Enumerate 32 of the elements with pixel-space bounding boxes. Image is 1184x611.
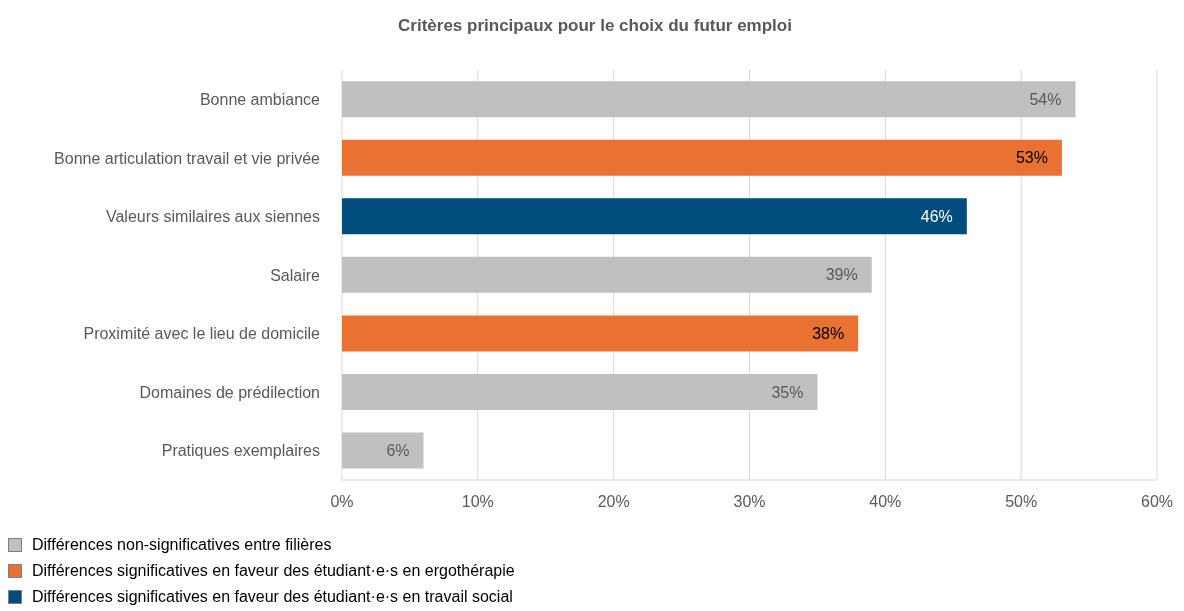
data-label: 39% (825, 266, 858, 284)
y-tick-label: Domaines de prédilection (139, 383, 320, 401)
y-tick-label: Valeurs similaires aux siennes (105, 208, 320, 226)
x-tick-label: 60% (1140, 493, 1174, 511)
bar (342, 256, 872, 293)
x-tick-label: 30% (733, 493, 766, 511)
y-tick-label: Salaire (270, 266, 321, 284)
legend-label: Différences significatives en faveur des étudiant·e·s en travail social (32, 588, 513, 606)
x-tick-label: 0% (330, 493, 354, 511)
legend-label: Différences significatives en faveur des étudiant·e·s en ergothérapie (32, 562, 515, 580)
x-tick-label: 40% (869, 493, 902, 511)
x-tick-label: 50% (1005, 493, 1038, 511)
y-tick-label: Bonne articulation travail et vie privée (54, 149, 321, 167)
x-tick-label: 20% (597, 493, 630, 511)
data-label: 53% (1015, 149, 1048, 167)
data-label: 46% (920, 207, 953, 225)
data-label: 54% (1029, 90, 1062, 108)
chart-title: Critères principaux pour le choix du futur emploi (397, 16, 793, 36)
y-tick-label: Proximité avec le lieu de domicile (83, 325, 321, 343)
bar (342, 139, 1062, 176)
legend-label: Différences non-significatives entre filières (32, 536, 332, 554)
bar (342, 315, 859, 352)
bar (342, 432, 424, 469)
bar (342, 81, 1076, 118)
bar (342, 373, 818, 410)
data-label: 6% (386, 442, 410, 460)
x-tick-label: 10% (461, 493, 494, 511)
data-label: 38% (812, 325, 845, 343)
bar (342, 198, 967, 235)
y-tick-label: Pratiques exemplaires (161, 442, 320, 460)
y-tick-label: Bonne ambiance (199, 90, 321, 108)
data-label: 35% (771, 383, 804, 401)
